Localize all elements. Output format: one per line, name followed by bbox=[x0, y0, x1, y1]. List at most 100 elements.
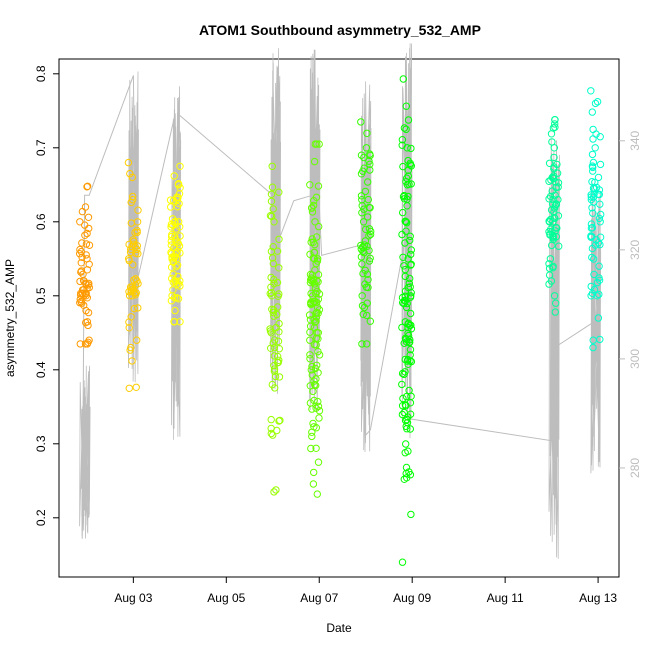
data-point bbox=[129, 192, 137, 201]
secondary-series bbox=[79, 43, 602, 559]
data-point bbox=[131, 275, 140, 283]
data-point bbox=[308, 235, 316, 243]
data-point bbox=[128, 173, 137, 182]
data-point bbox=[596, 160, 605, 169]
data-point bbox=[307, 238, 315, 247]
data-point bbox=[76, 340, 85, 348]
data-point bbox=[314, 182, 323, 190]
data-point bbox=[363, 270, 372, 278]
data-point bbox=[400, 370, 408, 379]
data-point bbox=[83, 294, 92, 302]
data-point bbox=[306, 181, 314, 189]
data-point bbox=[551, 202, 559, 210]
cluster-3 bbox=[266, 162, 284, 496]
data-point bbox=[366, 317, 374, 325]
data-point bbox=[360, 303, 369, 312]
data-point bbox=[125, 318, 133, 326]
data-point bbox=[313, 233, 321, 241]
data-point bbox=[595, 214, 604, 223]
data-point bbox=[168, 253, 176, 261]
data-point bbox=[402, 469, 410, 478]
data-point bbox=[267, 424, 275, 433]
data-point bbox=[272, 486, 280, 494]
data-point bbox=[275, 356, 283, 364]
x-axis-label: Date bbox=[326, 621, 352, 635]
data-point bbox=[83, 318, 92, 326]
data-point bbox=[596, 335, 604, 344]
data-point bbox=[81, 221, 89, 229]
data-point bbox=[360, 153, 368, 162]
data-point bbox=[169, 196, 178, 205]
data-point bbox=[358, 292, 366, 300]
data-point bbox=[173, 294, 181, 302]
data-point bbox=[308, 432, 316, 441]
data-point bbox=[176, 162, 184, 171]
data-point bbox=[308, 428, 316, 436]
data-point bbox=[267, 429, 275, 438]
y-tick-label: 0.6 bbox=[34, 213, 48, 230]
data-point bbox=[358, 209, 366, 217]
data-point bbox=[309, 201, 318, 210]
data-point bbox=[84, 338, 92, 346]
data-point bbox=[309, 238, 317, 247]
data-point bbox=[593, 278, 602, 287]
data-point bbox=[271, 384, 279, 392]
data-point bbox=[593, 292, 601, 300]
data-point bbox=[270, 352, 278, 360]
data-point bbox=[274, 292, 282, 300]
data-point bbox=[591, 144, 599, 152]
y-tick-label: 0.3 bbox=[34, 435, 48, 452]
data-point bbox=[403, 174, 411, 182]
data-point bbox=[402, 218, 410, 226]
data-point bbox=[314, 278, 322, 286]
data-point bbox=[176, 282, 184, 290]
data-point bbox=[549, 124, 558, 132]
data-point bbox=[366, 160, 374, 169]
x-tick-label: Aug 05 bbox=[207, 591, 245, 605]
data-point bbox=[83, 229, 91, 238]
data-point bbox=[311, 284, 320, 292]
data-point bbox=[404, 166, 412, 175]
data-point bbox=[273, 247, 282, 255]
data-point bbox=[313, 276, 321, 285]
data-point bbox=[402, 102, 410, 110]
data-point bbox=[406, 159, 414, 168]
data-point bbox=[77, 259, 86, 267]
data-point bbox=[127, 219, 136, 227]
data-point bbox=[80, 292, 88, 300]
data-point bbox=[366, 151, 374, 160]
data-point bbox=[592, 236, 600, 244]
data-point bbox=[313, 303, 322, 311]
data-point bbox=[315, 407, 324, 415]
data-point bbox=[406, 425, 414, 433]
data-point bbox=[76, 299, 84, 307]
data-point bbox=[308, 204, 316, 212]
data-point bbox=[314, 369, 322, 377]
data-point bbox=[81, 231, 89, 240]
data-point bbox=[85, 283, 94, 292]
data-point bbox=[275, 417, 283, 425]
data-point bbox=[269, 243, 277, 251]
data-point bbox=[174, 295, 183, 303]
data-point bbox=[400, 296, 409, 305]
y2-tick-label: 340 bbox=[628, 130, 642, 150]
data-point bbox=[551, 116, 559, 124]
data-point bbox=[314, 255, 322, 263]
data-point bbox=[125, 324, 133, 332]
data-point bbox=[554, 179, 563, 187]
data-point bbox=[406, 274, 414, 283]
data-point bbox=[76, 218, 84, 226]
y-tick-label: 0.2 bbox=[34, 509, 48, 526]
data-point bbox=[78, 239, 86, 247]
data-point bbox=[401, 239, 409, 247]
data-point bbox=[405, 279, 413, 287]
data-point bbox=[593, 98, 602, 106]
data-point bbox=[129, 261, 137, 269]
plot-frame bbox=[58, 58, 620, 578]
data-point bbox=[270, 343, 279, 352]
cluster-8 bbox=[587, 87, 605, 352]
data-point bbox=[407, 260, 415, 268]
cluster-5 bbox=[357, 118, 375, 348]
data-point bbox=[363, 311, 371, 320]
data-point bbox=[591, 99, 600, 108]
